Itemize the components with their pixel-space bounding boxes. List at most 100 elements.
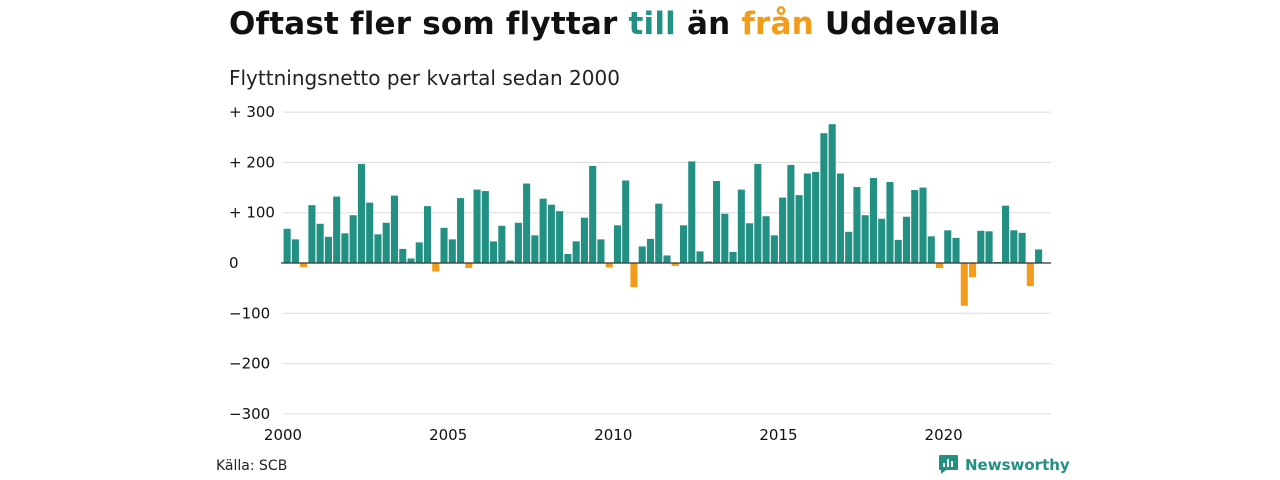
chart-subtitle: Flyttningsnetto per kvartal sedan 2000 — [229, 66, 620, 90]
bar — [787, 164, 795, 263]
bar — [349, 215, 357, 264]
x-tick-label: 2005 — [429, 426, 467, 444]
bar — [308, 205, 316, 263]
bar — [390, 195, 399, 263]
bar — [969, 263, 977, 278]
bar — [902, 216, 911, 263]
bars — [283, 124, 1043, 306]
bar — [440, 227, 448, 263]
bar — [291, 239, 299, 263]
bar — [820, 133, 828, 263]
bar — [490, 241, 498, 263]
bar — [448, 239, 456, 263]
bar — [663, 255, 671, 263]
chart-title: Oftast fler som flyttar till än från Udd… — [229, 6, 1001, 42]
bar — [878, 218, 886, 263]
y-tick-label: −300 — [229, 405, 270, 423]
y-tick-label: + 200 — [229, 153, 275, 171]
bar — [605, 263, 613, 268]
bar — [589, 165, 597, 263]
bar — [655, 203, 663, 263]
bar — [812, 171, 820, 263]
y-axis-labels: + 300 + 200 + 100 0 −100 −200 −300 — [229, 103, 275, 423]
bar — [952, 237, 960, 263]
title-text-2: än — [675, 6, 742, 42]
bar — [985, 231, 993, 263]
bar — [853, 187, 861, 263]
bar — [679, 225, 688, 264]
bar — [481, 191, 489, 263]
y-tick-label: + 300 — [229, 103, 275, 121]
bar — [374, 234, 382, 263]
bar — [622, 180, 630, 263]
bar — [828, 124, 836, 263]
y-tick-label: −100 — [229, 304, 270, 322]
title-highlight-fran: från — [741, 6, 814, 42]
newsworthy-chart-icon — [939, 455, 958, 474]
grid-lines — [283, 111, 1051, 415]
bar — [762, 216, 770, 263]
bar — [423, 206, 432, 263]
bar — [911, 190, 919, 263]
brand-name: Newsworthy — [965, 455, 1070, 474]
bar — [539, 198, 547, 263]
bar — [399, 248, 407, 263]
bar — [646, 238, 655, 263]
x-tick-label: 2000 — [264, 426, 302, 444]
bar — [688, 161, 696, 263]
bar — [531, 235, 539, 263]
bar — [556, 211, 564, 263]
title-text-3: Uddevalla — [813, 6, 1001, 42]
brand-logo: Newsworthy — [938, 454, 1070, 475]
bar — [721, 213, 729, 263]
bar — [754, 163, 762, 263]
x-axis-labels: 2000 2005 2010 2015 2020 — [264, 426, 963, 444]
bar — [894, 239, 902, 263]
bar — [473, 189, 481, 263]
bar — [795, 195, 803, 263]
y-tick-label: + 100 — [229, 204, 275, 222]
bar — [713, 181, 721, 263]
bar — [341, 233, 349, 263]
bar — [283, 228, 291, 263]
bar — [671, 263, 679, 267]
bar — [547, 204, 555, 263]
bar — [1018, 232, 1026, 263]
bar — [746, 223, 754, 263]
bar — [572, 241, 580, 263]
bar — [613, 225, 621, 264]
bar — [886, 182, 894, 263]
bar — [737, 189, 745, 263]
bar — [407, 258, 415, 263]
bar — [523, 183, 531, 263]
y-tick-label: 0 — [229, 254, 239, 272]
bar-chart: + 300 + 200 + 100 0 −100 −200 −300 2000 2005 201… — [229, 103, 1051, 444]
bar — [580, 217, 588, 263]
title-text-1: Oftast fler som flyttar — [229, 6, 629, 42]
bar — [1010, 230, 1018, 264]
bar — [357, 163, 365, 263]
bar — [1026, 263, 1034, 287]
bar — [415, 242, 423, 263]
bar — [919, 187, 927, 263]
bar — [845, 231, 853, 263]
bar — [944, 230, 952, 264]
bar — [498, 225, 506, 263]
x-tick-label: 2020 — [925, 426, 963, 444]
bar — [465, 263, 473, 269]
bar — [638, 246, 646, 263]
x-tick-label: 2015 — [759, 426, 797, 444]
bar — [696, 251, 704, 263]
bar — [977, 230, 985, 263]
bar — [935, 263, 944, 269]
x-tick-label: 2010 — [594, 426, 632, 444]
bar — [324, 236, 332, 263]
bar — [432, 263, 440, 272]
bar — [770, 235, 778, 263]
title-highlight-till: till — [628, 6, 676, 42]
bar — [1035, 249, 1043, 263]
bar — [316, 223, 324, 263]
bar — [704, 261, 712, 263]
bar — [514, 222, 522, 263]
bar — [457, 198, 465, 263]
